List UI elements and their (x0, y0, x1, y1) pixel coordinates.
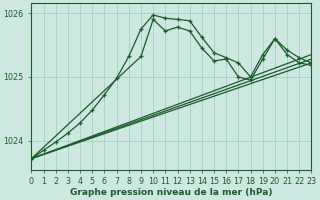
X-axis label: Graphe pression niveau de la mer (hPa): Graphe pression niveau de la mer (hPa) (70, 188, 273, 197)
